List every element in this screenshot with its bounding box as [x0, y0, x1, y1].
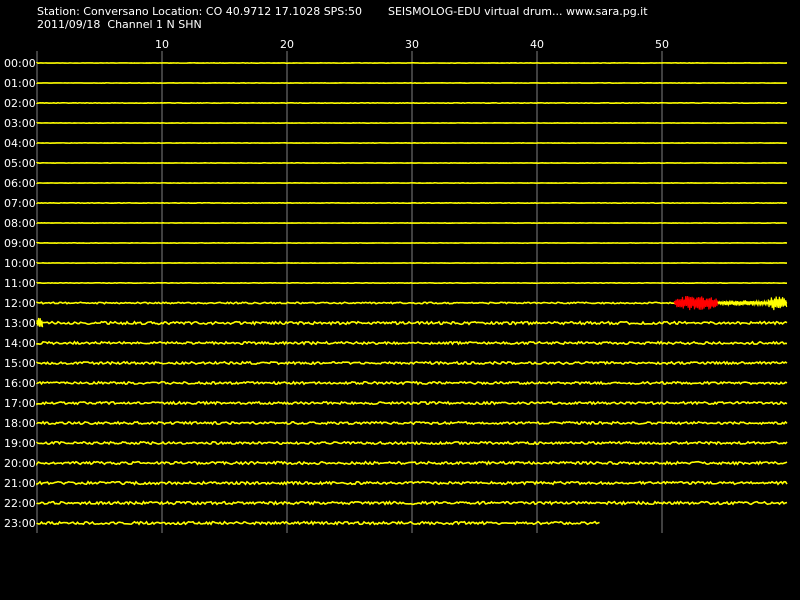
hour-label: 14:00: [4, 337, 36, 350]
hour-label: 11:00: [4, 277, 36, 290]
hour-label: 16:00: [4, 377, 36, 390]
trace-line: [36, 480, 788, 486]
hour-label: 21:00: [4, 477, 36, 490]
x-tick-label: 50: [655, 38, 669, 51]
date-channel-info: 2011/09/18 Channel 1 N SHN: [37, 18, 202, 31]
hour-label: 20:00: [4, 457, 36, 470]
hour-label: 12:00: [4, 297, 36, 310]
trace-line: [36, 360, 788, 366]
event-burst: [717, 298, 769, 308]
product-info: SEISMOLOG-EDU virtual drum... www.sara.p…: [388, 5, 648, 18]
trace-line: [36, 440, 788, 446]
x-tick-label: 20: [280, 38, 294, 51]
x-tick-label: 30: [405, 38, 419, 51]
hour-label: 17:00: [4, 397, 36, 410]
hour-label: 08:00: [4, 217, 36, 230]
hour-label: 22:00: [4, 497, 36, 510]
hour-label: 03:00: [4, 117, 36, 130]
hour-label: 05:00: [4, 157, 36, 170]
hour-label: 13:00: [4, 317, 36, 330]
hour-label: 00:00: [4, 57, 36, 70]
hour-label: 02:00: [4, 97, 36, 110]
trace-line: [36, 520, 600, 526]
trace-line: [36, 380, 788, 386]
event-burst: [36, 317, 44, 328]
trace-lines: [36, 61, 788, 526]
trace-line: [36, 340, 788, 346]
trace-line: [36, 460, 788, 466]
hour-label: 04:00: [4, 137, 36, 150]
trace-line: [36, 500, 788, 506]
event-burst: [767, 296, 788, 311]
trace-line: [36, 301, 788, 305]
hour-label: 06:00: [4, 177, 36, 190]
hour-labels: 00:00 01:00 02:00 03:00 04:00 05:00 06:00 07:00…: [4, 57, 36, 530]
hour-label: 10:00: [4, 257, 36, 270]
event-burst-red: [673, 296, 719, 311]
hour-label: 09:00: [4, 237, 36, 250]
station-info: Station: Conversano Location: CO 40.9712…: [37, 5, 362, 18]
x-tick-label: 40: [530, 38, 544, 51]
hour-label: 01:00: [4, 77, 36, 90]
grid-lines: [36, 51, 663, 533]
hour-label: 07:00: [4, 197, 36, 210]
x-tick-label: 10: [155, 38, 169, 51]
x-axis-ticks: 10 20 30 40 50: [155, 38, 669, 51]
hour-label: 19:00: [4, 437, 36, 450]
trace-line: [36, 420, 788, 426]
hour-label: 15:00: [4, 357, 36, 370]
trace-line: [36, 400, 788, 406]
trace-line: [36, 320, 788, 326]
hour-label: 23:00: [4, 517, 36, 530]
hour-label: 18:00: [4, 417, 36, 430]
